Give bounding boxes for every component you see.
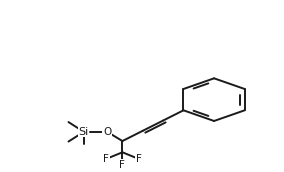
Text: F: F (136, 154, 142, 164)
Text: O: O (103, 127, 111, 137)
Text: Si: Si (79, 127, 89, 137)
Text: F: F (103, 154, 109, 164)
Text: F: F (120, 160, 125, 170)
